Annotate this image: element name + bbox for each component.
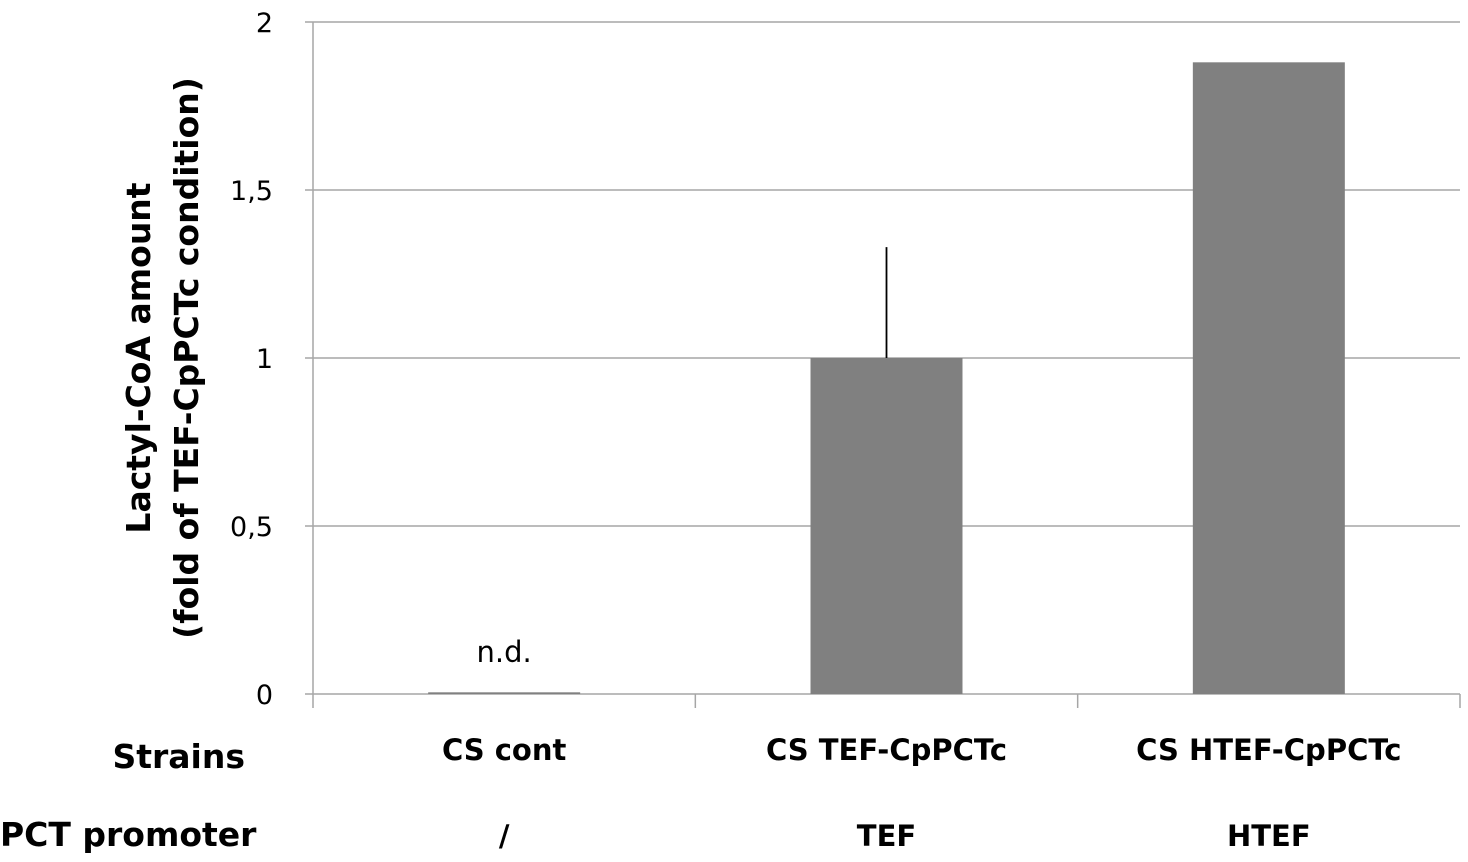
row-header-pct-promoter: PCT promoter [0, 815, 257, 854]
promoter-label: / [499, 819, 510, 853]
annotations: n.d. [477, 635, 532, 669]
bar-cs-cont [428, 692, 581, 694]
y-axis-label-line-1: Lactyl-CoA amount [119, 182, 158, 533]
y-axis-label: Lactyl-CoA amount (fold of TEF-CpPCTc co… [119, 77, 206, 639]
y-tick-label: 2 [256, 8, 273, 39]
bars [428, 62, 1345, 694]
y-tick-label: 0,5 [230, 512, 273, 543]
x-tick-label: CS HTEF-CpPCTc [1136, 733, 1401, 767]
bar-cs-tef-cppctc [810, 358, 963, 694]
bar-cs-htef-cppctc [1192, 62, 1345, 694]
y-tick-labels: 0 0,5 1 1,5 2 [230, 8, 273, 711]
promoter-label: HTEF [1227, 819, 1311, 853]
annotation-not-detected: n.d. [477, 635, 532, 669]
y-tick-label: 1 [256, 344, 273, 375]
category-rows: Strains PCT promoter CS cont CS TEF-CpPCT… [0, 733, 1401, 854]
y-tick-label: 1,5 [230, 176, 273, 207]
y-tick-label: 0 [256, 680, 273, 711]
x-tick-label: CS cont [442, 733, 567, 767]
x-tick-label: CS TEF-CpPCTc [766, 733, 1007, 767]
promoter-label: TEF [857, 819, 916, 853]
row-header-strains: Strains [112, 737, 245, 776]
y-axis-label-line-2: (fold of TEF-CpPCTc condition) [167, 77, 206, 639]
